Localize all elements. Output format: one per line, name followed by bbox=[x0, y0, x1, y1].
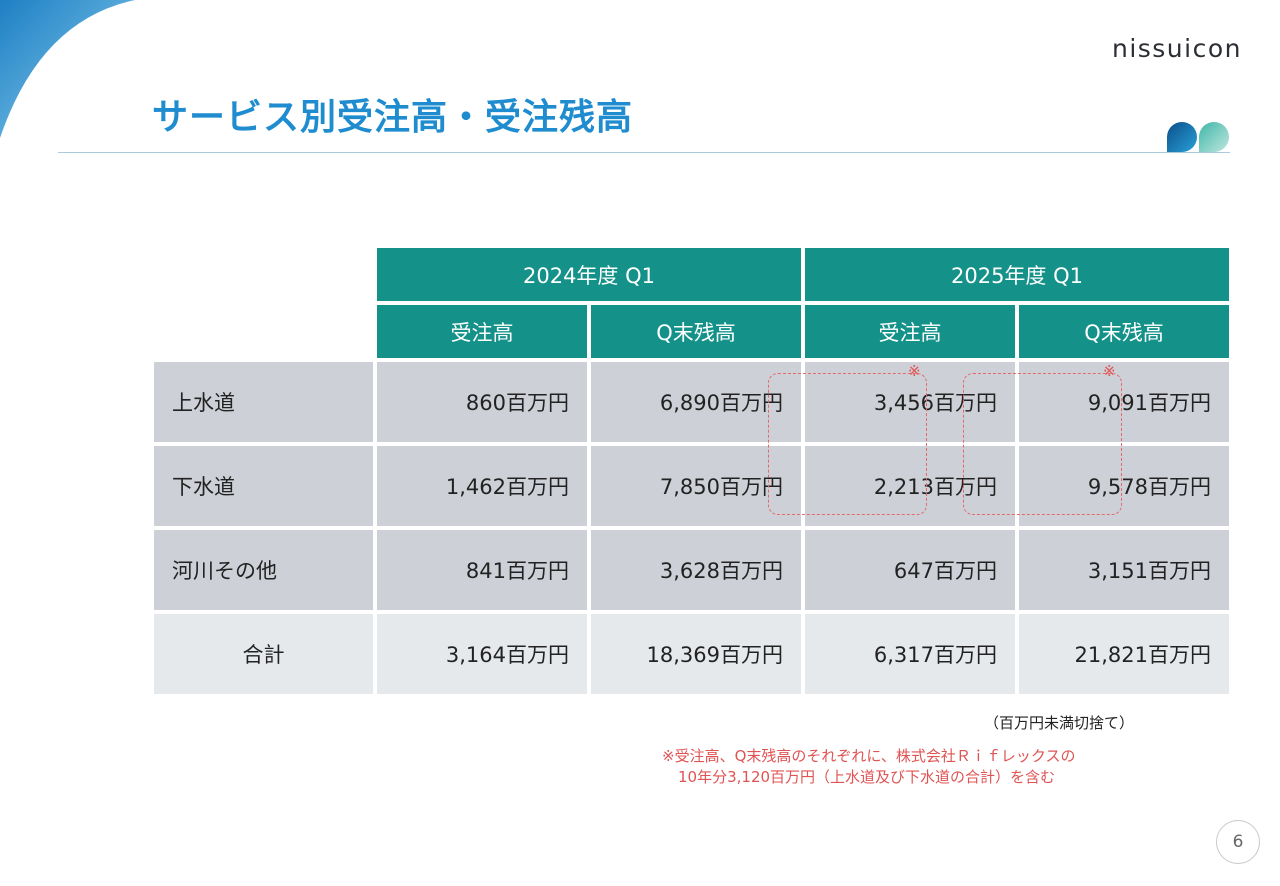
cell-value: 9,091百万円 bbox=[1019, 362, 1229, 442]
asterisk-note-line1: ※受注高、Q末残高のそれぞれに、株式会社Ｒｉｆレックスの bbox=[662, 747, 1076, 765]
title-divider bbox=[58, 152, 1230, 153]
row-label-sewerage: 下水道 bbox=[154, 446, 373, 526]
table-corner-sub bbox=[154, 305, 373, 358]
total-value: 6,317百万円 bbox=[805, 614, 1015, 694]
row-label-water-supply: 上水道 bbox=[154, 362, 373, 442]
cell-value: 3,456百万円 bbox=[805, 362, 1015, 442]
corner-swoosh-decoration bbox=[0, 0, 135, 138]
table-group-header-row: 2024年度 Q1 2025年度 Q1 bbox=[154, 248, 1229, 301]
page-title: サービス別受注高・受注残高 bbox=[152, 96, 634, 138]
cell-value: 841百万円 bbox=[377, 530, 587, 610]
row-label-total: 合計 bbox=[154, 614, 373, 694]
cell-value: 3,151百万円 bbox=[1019, 530, 1229, 610]
highlight-box-backlog-2025 bbox=[963, 373, 1122, 515]
total-value: 3,164百万円 bbox=[377, 614, 587, 694]
cell-value: 1,462百万円 bbox=[377, 446, 587, 526]
subheader-backlog-2024: Q末残高 bbox=[591, 305, 801, 358]
cell-value: 2,213百万円 bbox=[805, 446, 1015, 526]
cell-value: 3,628百万円 bbox=[591, 530, 801, 610]
table-corner bbox=[154, 248, 373, 301]
table-row: 河川その他 841百万円 3,628百万円 647百万円 3,151百万円 bbox=[154, 530, 1229, 610]
reference-mark: ※ bbox=[1103, 362, 1116, 380]
cell-value: 7,850百万円 bbox=[591, 446, 801, 526]
highlight-box-orders-2025 bbox=[768, 373, 927, 515]
cell-value: 647百万円 bbox=[805, 530, 1015, 610]
total-value: 21,821百万円 bbox=[1019, 614, 1229, 694]
subheader-orders-2024: 受注高 bbox=[377, 305, 587, 358]
cell-value: 6,890百万円 bbox=[591, 362, 801, 442]
rounding-note: （百万円未満切捨て） bbox=[983, 714, 1134, 732]
group-header-2025: 2025年度 Q1 bbox=[805, 248, 1229, 301]
brand-logo-mark bbox=[1167, 122, 1229, 152]
brand-logo-text: nissuicon bbox=[1111, 34, 1242, 63]
asterisk-note-line2: 10年分3,120百万円（上水道及び下水道の合計）を含む bbox=[678, 768, 1056, 786]
asterisk-note: ※受注高、Q末残高のそれぞれに、株式会社Ｒｉｆレックスの 10年分3,120百万… bbox=[662, 746, 1075, 788]
group-header-2024: 2024年度 Q1 bbox=[377, 248, 801, 301]
row-label-river-other: 河川その他 bbox=[154, 530, 373, 610]
table-total-row: 合計 3,164百万円 18,369百万円 6,317百万円 21,821百万円 bbox=[154, 614, 1229, 694]
table-row: 上水道 860百万円 6,890百万円 3,456百万円 9,091百万円 bbox=[154, 362, 1229, 442]
total-value: 18,369百万円 bbox=[591, 614, 801, 694]
cell-value: 860百万円 bbox=[377, 362, 587, 442]
reference-mark: ※ bbox=[908, 362, 921, 380]
orders-table: 2024年度 Q1 2025年度 Q1 受注高 Q末残高 受注高 Q末残高 上水… bbox=[150, 244, 1233, 698]
subheader-backlog-2025: Q末残高 bbox=[1019, 305, 1229, 358]
cell-value: 9,578百万円 bbox=[1019, 446, 1229, 526]
subheader-orders-2025: 受注高 bbox=[805, 305, 1015, 358]
table-row: 下水道 1,462百万円 7,850百万円 2,213百万円 9,578百万円 bbox=[154, 446, 1229, 526]
table-sub-header-row: 受注高 Q末残高 受注高 Q末残高 bbox=[154, 305, 1229, 358]
page-number: 6 bbox=[1216, 820, 1260, 864]
